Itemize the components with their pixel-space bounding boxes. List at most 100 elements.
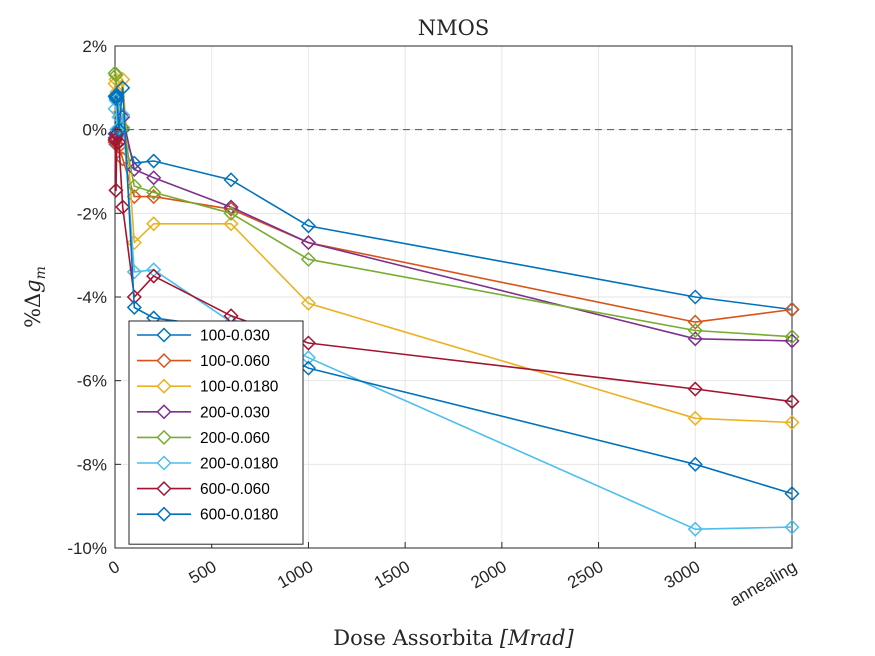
- legend-swatch-marker: [156, 327, 172, 343]
- data-point: [687, 331, 703, 347]
- legend-swatch-marker: [156, 429, 172, 445]
- legend-swatch-marker: [156, 506, 172, 522]
- data-point: [300, 350, 316, 366]
- data-point: [300, 335, 316, 351]
- data-point: [687, 314, 703, 330]
- y-tick-label: 0%: [82, 121, 107, 140]
- data-point: [146, 153, 162, 169]
- data-point: [107, 88, 123, 104]
- data-point: [300, 251, 316, 267]
- series-layer: [107, 65, 800, 537]
- data-point: [109, 126, 125, 142]
- x-tick-label: 2500: [564, 557, 606, 592]
- legend-label: 200-0.030: [200, 404, 270, 421]
- data-point: [687, 456, 703, 472]
- series-line: [114, 99, 793, 342]
- legend-box: [128, 320, 304, 545]
- legend: 100-0.030 100-0.060 100-0.0180 200-0.030 200…: [128, 320, 304, 545]
- data-point: [687, 381, 703, 397]
- x-tick-label: 3000: [661, 557, 703, 592]
- x-tick-label: 0: [105, 557, 123, 578]
- data-point: [784, 486, 800, 502]
- legend-entry: 600-0.0180: [137, 506, 279, 524]
- data-point: [687, 289, 703, 305]
- legend-swatch-marker: [156, 481, 172, 497]
- chart-title: NMOS: [418, 16, 489, 40]
- x-tick-label: 1000: [274, 557, 316, 592]
- y-tick-label: -6%: [77, 372, 107, 391]
- data-point: [146, 216, 162, 232]
- y-axis-label-prefix: %Δ: [21, 293, 45, 328]
- data-point: [784, 519, 800, 535]
- data-point: [784, 394, 800, 410]
- legend-swatch-marker: [156, 455, 172, 471]
- data-point: [300, 360, 316, 376]
- legend-entry: 200-0.0180: [137, 455, 279, 473]
- x-axis-label-unit: [Mrad]: [500, 626, 575, 650]
- data-point: [687, 322, 703, 339]
- data-point: [126, 189, 142, 205]
- data-point: [687, 521, 703, 537]
- data-point: [115, 80, 131, 96]
- legend-entry: 200-0.060: [137, 429, 270, 447]
- x-axis-label: Dose Assorbita [Mrad]: [333, 626, 574, 650]
- y-tick-label: -4%: [77, 288, 107, 307]
- data-point: [146, 170, 162, 186]
- legend-label: 200-0.0180: [200, 456, 279, 473]
- data-point: [146, 184, 162, 200]
- data-point: [115, 199, 131, 215]
- legend-label: 100-0.0180: [200, 379, 279, 396]
- y-tick-label: 2%: [82, 37, 107, 56]
- data-point: [126, 299, 142, 316]
- x-tick-label: 500: [186, 557, 220, 588]
- data-point: [107, 65, 123, 81]
- data-point: [108, 182, 124, 198]
- data-point: [784, 301, 800, 318]
- x-axis-label-text: Dose Assorbita: [333, 626, 500, 650]
- legend-label: 100-0.030: [200, 328, 270, 345]
- data-point: [784, 414, 800, 431]
- legend-entry: 100-0.030: [137, 327, 270, 345]
- series-line: [114, 87, 793, 495]
- y-axis-label-variable: g: [21, 279, 45, 292]
- data-point: [300, 295, 316, 311]
- y-axis-label: %Δgm: [21, 266, 49, 328]
- data-point: [223, 216, 239, 232]
- y-tick-label: -10%: [67, 539, 107, 558]
- legend-swatch-marker: [156, 378, 172, 394]
- data-point: [223, 205, 239, 221]
- data-point: [223, 172, 239, 188]
- legend-label: 200-0.060: [200, 430, 270, 447]
- data-point: [687, 410, 703, 426]
- y-axis-label-subscript: m: [33, 266, 49, 279]
- legend-label: 100-0.060: [200, 353, 270, 370]
- y-tick-label: -8%: [77, 455, 107, 474]
- data-point: [111, 134, 127, 150]
- legend-entry: 200-0.030: [137, 404, 270, 421]
- series-line: [114, 99, 793, 531]
- legend-swatch-marker: [156, 404, 172, 420]
- data-point: [223, 201, 239, 217]
- data-point: [784, 329, 800, 345]
- y-tick-label: -2%: [77, 204, 107, 223]
- legend-entry: 100-0.060: [137, 353, 270, 370]
- data-point: [300, 218, 316, 234]
- legend-entry: 600-0.060: [137, 481, 270, 498]
- x-tick-label: 2000: [468, 557, 510, 592]
- x-tick-label: 1500: [371, 557, 413, 592]
- legend-label: 600-0.0180: [200, 507, 279, 524]
- legend-swatch-marker: [156, 353, 172, 369]
- data-point: [109, 88, 125, 104]
- data-point: [146, 268, 162, 284]
- data-point: [108, 67, 124, 83]
- legend-label: 600-0.060: [200, 481, 270, 498]
- data-point: [108, 90, 124, 106]
- data-point: [126, 178, 142, 194]
- x-tick-label: annealing: [727, 557, 800, 610]
- series-line: [114, 128, 793, 311]
- data-point: [111, 122, 127, 138]
- data-point: [300, 235, 316, 251]
- legend-entry: 100-0.0180: [137, 378, 279, 396]
